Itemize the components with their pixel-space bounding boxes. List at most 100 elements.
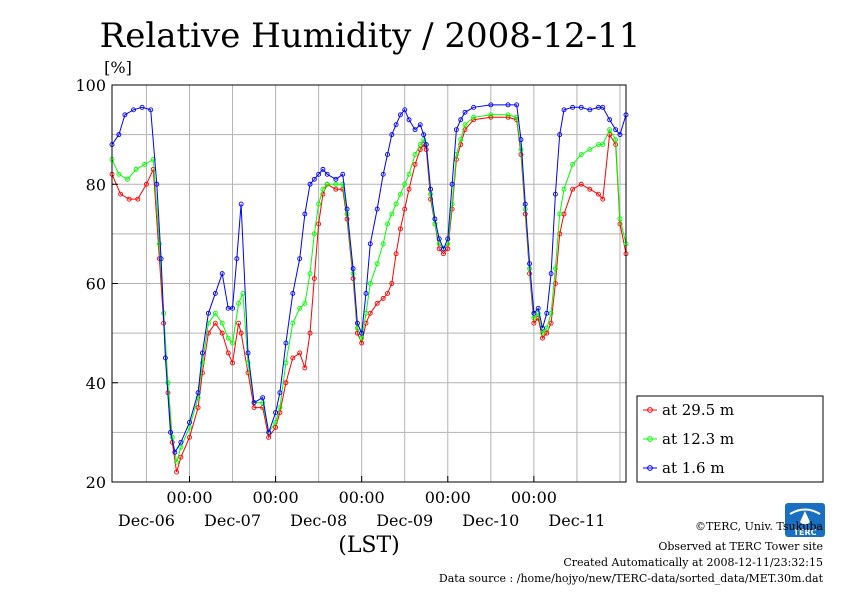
data-point	[195, 405, 201, 411]
series-layer	[109, 102, 629, 475]
data-point	[316, 221, 322, 227]
data-point	[290, 290, 296, 296]
data-point	[412, 127, 418, 133]
data-point	[518, 147, 524, 152]
data-point	[540, 325, 545, 331]
data-point	[406, 117, 412, 123]
data-point	[417, 122, 423, 128]
data-point	[570, 186, 576, 192]
copyright-text: ©TERC, Univ. Tsukuba	[695, 520, 823, 533]
data-point	[302, 300, 308, 306]
data-point	[380, 241, 386, 247]
series-line	[111, 114, 627, 463]
data-point	[340, 181, 346, 187]
data-point	[505, 102, 511, 108]
data-point	[172, 449, 178, 455]
data-point	[311, 176, 317, 182]
data-point	[162, 355, 168, 361]
terc-logo: TERC	[785, 503, 825, 537]
data-point	[421, 142, 427, 148]
data-point	[514, 102, 520, 108]
legend-label: at 1.6 m	[662, 459, 725, 477]
data-point	[402, 181, 408, 187]
data-point	[540, 335, 545, 341]
data-point	[316, 171, 322, 177]
x-axis-label: (LST)	[338, 533, 400, 558]
data-point	[488, 112, 494, 118]
data-point	[557, 211, 563, 217]
data-point	[540, 330, 545, 336]
data-point	[374, 261, 380, 267]
data-point	[600, 142, 606, 148]
data-point	[187, 434, 192, 440]
data-point	[116, 171, 122, 177]
data-point	[518, 137, 524, 143]
data-point	[324, 171, 330, 177]
data-point	[441, 246, 446, 252]
site-text: Observed at TERC Tower site	[658, 540, 823, 553]
data-point	[139, 104, 145, 110]
wave-icon	[789, 508, 821, 515]
x-tick-date-label: Dec-11	[548, 511, 605, 530]
data-point	[251, 405, 257, 411]
x-tick-date-label: Dec-08	[290, 511, 347, 530]
data-point	[133, 166, 139, 172]
data-point	[238, 330, 244, 336]
data-point	[423, 142, 429, 148]
data-point	[260, 400, 266, 406]
data-point	[333, 176, 339, 182]
data-point	[471, 114, 477, 120]
data-point	[600, 104, 606, 110]
data-point	[359, 335, 365, 341]
data-point	[135, 196, 141, 202]
data-point	[385, 152, 390, 157]
data-point	[156, 241, 162, 247]
data-point	[236, 300, 242, 306]
data-point	[230, 305, 235, 311]
data-point	[374, 300, 380, 306]
data-point	[205, 310, 211, 316]
y-tick-label: 20	[86, 473, 106, 492]
data-point	[389, 132, 395, 138]
data-point	[397, 112, 403, 118]
data-point	[380, 295, 386, 301]
data-point	[471, 104, 477, 110]
data-point	[131, 107, 136, 113]
logo-text: TERC	[794, 528, 817, 537]
data-point	[290, 320, 296, 326]
data-point	[199, 360, 205, 366]
data-point	[311, 276, 317, 281]
data-point	[393, 201, 399, 207]
grid	[112, 85, 626, 482]
data-point	[393, 122, 399, 128]
data-point	[613, 137, 619, 143]
data-point	[307, 330, 313, 336]
droplet-icon	[800, 511, 810, 525]
legend-swatch-marker	[647, 407, 653, 413]
data-point	[531, 310, 537, 316]
data-point	[428, 186, 434, 192]
y-axis-label: [%]	[104, 58, 132, 77]
data-point	[421, 132, 427, 138]
data-point	[118, 191, 124, 197]
data-point	[266, 434, 272, 440]
data-point	[320, 191, 326, 197]
data-point	[126, 196, 132, 202]
data-point	[406, 171, 412, 177]
data-point	[283, 340, 289, 346]
data-point	[578, 152, 584, 157]
y-tick-label: 60	[86, 275, 106, 294]
data-point	[230, 340, 235, 346]
data-point	[557, 132, 563, 138]
data-point	[432, 221, 438, 227]
data-point	[245, 350, 251, 356]
data-point	[552, 266, 558, 272]
data-point	[389, 281, 395, 286]
data-point	[458, 137, 464, 143]
data-point	[607, 117, 613, 123]
data-point	[389, 211, 395, 217]
data-point	[236, 320, 242, 326]
data-point	[548, 320, 554, 326]
data-point	[320, 186, 326, 192]
